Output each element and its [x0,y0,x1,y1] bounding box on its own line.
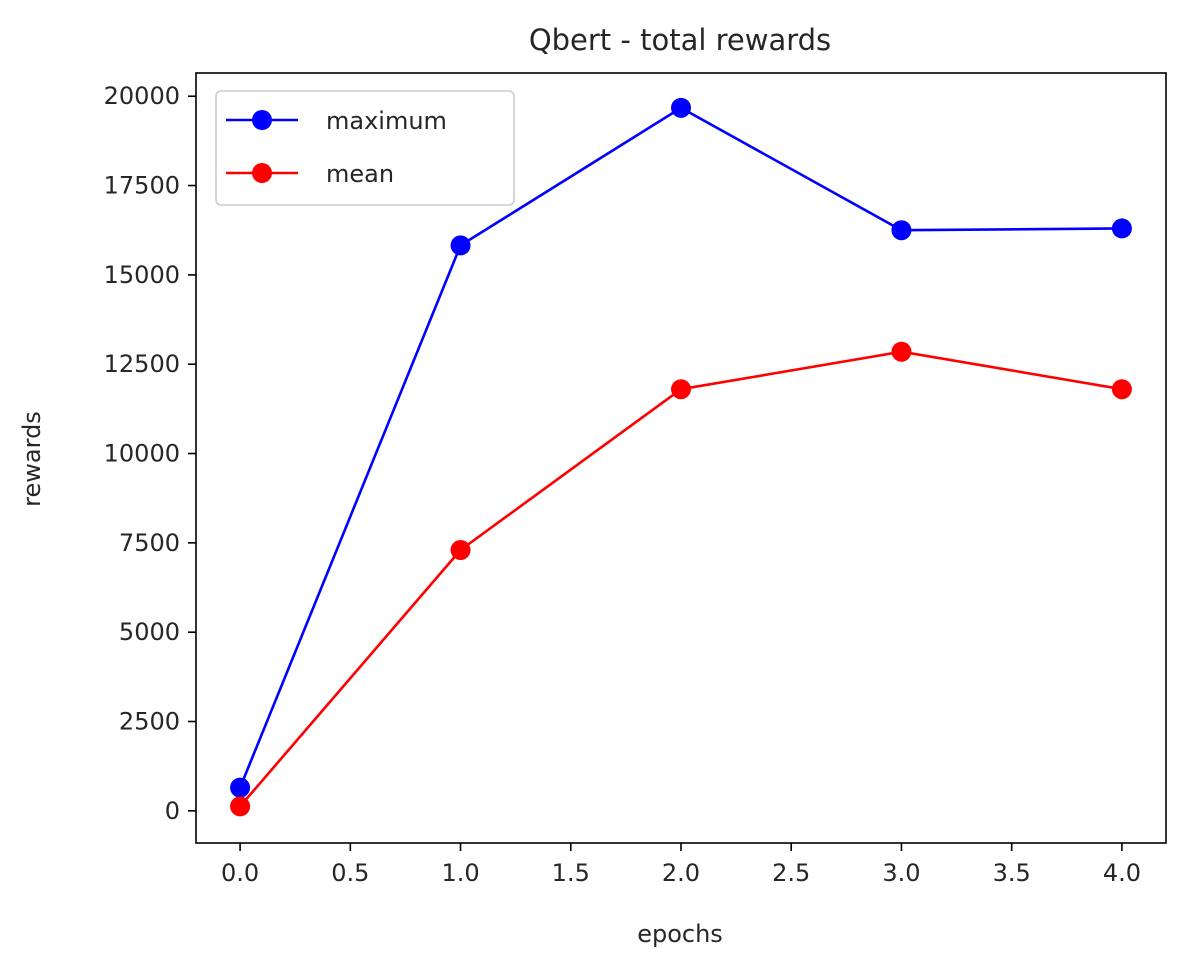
data-point-maximum [671,97,691,118]
data-point-mean [450,540,471,561]
legend-label-mean: mean [326,160,394,188]
chart-title: Qbert - total rewards [529,23,831,57]
legend-marker-mean [252,163,272,183]
x-tick-label: 0.5 [331,859,369,887]
x-axis-label: epochs [637,920,723,948]
x-tick-label: 0.0 [221,859,259,887]
data-point-maximum [450,235,471,256]
y-tick-label: 15000 [104,261,180,289]
y-tick-label: 17500 [104,172,180,200]
data-point-mean [1111,379,1132,400]
y-tick-label: 12500 [104,350,180,378]
y-tick-label: 2500 [119,708,180,736]
data-point-maximum [891,220,912,241]
y-axis-label: rewards [18,411,46,507]
x-tick-label: 4.0 [1103,859,1141,887]
y-tick-label: 10000 [104,440,180,468]
data-point-maximum [230,777,251,798]
data-point-mean [671,379,691,400]
x-tick-label: 3.5 [993,859,1031,887]
y-tick-label: 7500 [119,529,180,557]
legend-label-maximum: maximum [326,107,447,135]
legend-marker-maximum [252,110,272,130]
x-tick-label: 3.0 [882,859,920,887]
y-tick-label: 0 [165,797,180,825]
data-point-maximum [1111,218,1132,239]
x-tick-label: 1.0 [441,859,479,887]
y-tick-label: 20000 [104,82,180,110]
x-tick-label: 2.0 [662,859,700,887]
plot-area: 0.0 0.5 1.0 1.5 2.0 2.5 3.0 3.5 4.0 0 2500 5000 7500… [104,72,1167,887]
x-tick-label: 1.5 [552,859,590,887]
x-tick-label: 2.5 [772,859,810,887]
series-line-mean [239,350,1123,808]
y-tick-label: 5000 [119,618,180,646]
data-point-mean [891,341,912,362]
data-point-mean [230,796,251,817]
series-line-maximum [238,106,1122,789]
